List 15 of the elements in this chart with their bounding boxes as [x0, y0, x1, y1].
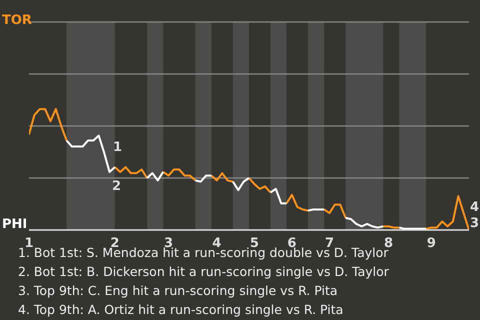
x-tick-label: 8 [384, 236, 394, 252]
text: 3. Top 9th: C. Eng hit a run-scoring single vs R. Pita [18, 282, 339, 300]
text: 3 [470, 216, 480, 231]
text: PHI [2, 217, 28, 232]
x-tick-label: 4 [212, 236, 222, 252]
text: 4 [470, 200, 480, 215]
annotation: 1 [113, 140, 122, 155]
x-tick-label: 9 [426, 236, 436, 252]
x-tick-label: 1 [24, 236, 34, 252]
x-tick-label: 5 [250, 236, 259, 252]
text: 2. Bot 1st: B. Dickerson hit a run-scoring single vs D. Taylor [18, 263, 389, 281]
x-tick-label: 7 [324, 236, 334, 252]
text: 4. Top 9th: A. Ortiz hit a run-scoring single vs R. Pita [18, 301, 344, 319]
text: TOR [2, 13, 32, 28]
annotation: 2 [112, 179, 122, 194]
